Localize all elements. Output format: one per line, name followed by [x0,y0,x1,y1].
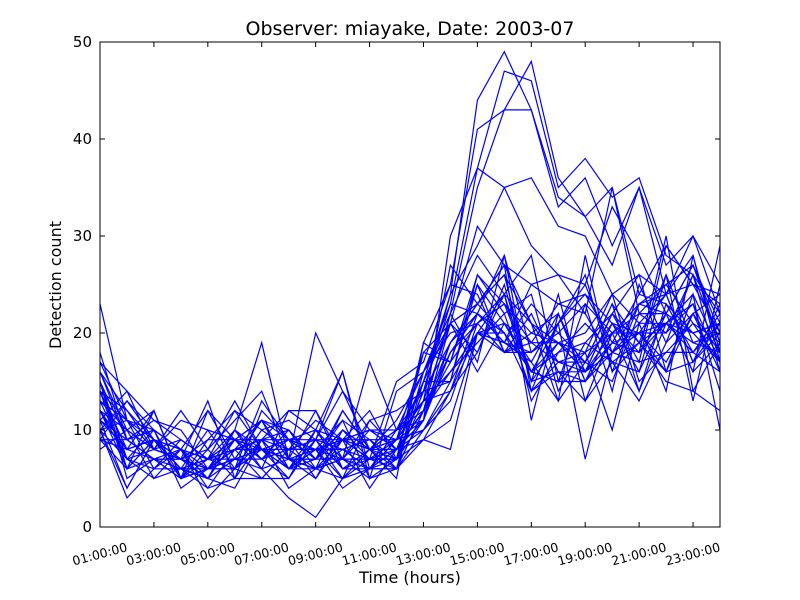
series-line-34 [100,273,720,519]
y-tick-label: 20 [73,324,92,342]
x-tick-label: 19:00:00 [556,539,614,568]
series-line-38 [100,303,720,470]
series-line-9 [100,244,720,480]
x-tick-label: 05:00:00 [178,539,236,568]
x-tick-label: 23:00:00 [664,539,722,568]
x-axis-label: Time (hours) [358,568,461,587]
x-tick-label: 07:00:00 [232,539,290,568]
x-axis: 01:00:0003:00:0005:00:0007:00:0009:00:00… [71,42,722,568]
x-tick-label: 13:00:00 [394,539,452,568]
series-line-1 [100,50,720,480]
x-tick-label: 03:00:00 [125,539,183,568]
y-tick-label: 10 [73,421,92,439]
series-line-14 [100,263,720,460]
series-line-24 [100,282,720,480]
y-tick-label: 40 [73,130,92,148]
series-line-37 [100,245,720,461]
y-tick-label: 30 [73,227,92,245]
x-tick-label: 11:00:00 [340,539,398,568]
x-tick-label: 09:00:00 [286,539,344,568]
series-layer [100,50,720,519]
series-line-4 [100,109,720,490]
chart-title: Observer: miayake, Date: 2003-07 [246,18,575,40]
y-axis: 0 10 20 30 40 50 [73,33,720,536]
x-tick-label: 21:00:00 [610,539,668,568]
x-tick-label: 01:00:00 [71,539,129,568]
y-axis-label: Detection count [46,221,65,349]
plot-frame [99,41,721,528]
x-tick-label: 17:00:00 [502,539,560,568]
x-tick-label: 15:00:00 [448,539,506,568]
y-tick-label: 50 [73,33,92,51]
y-tick-label: 0 [82,518,92,536]
